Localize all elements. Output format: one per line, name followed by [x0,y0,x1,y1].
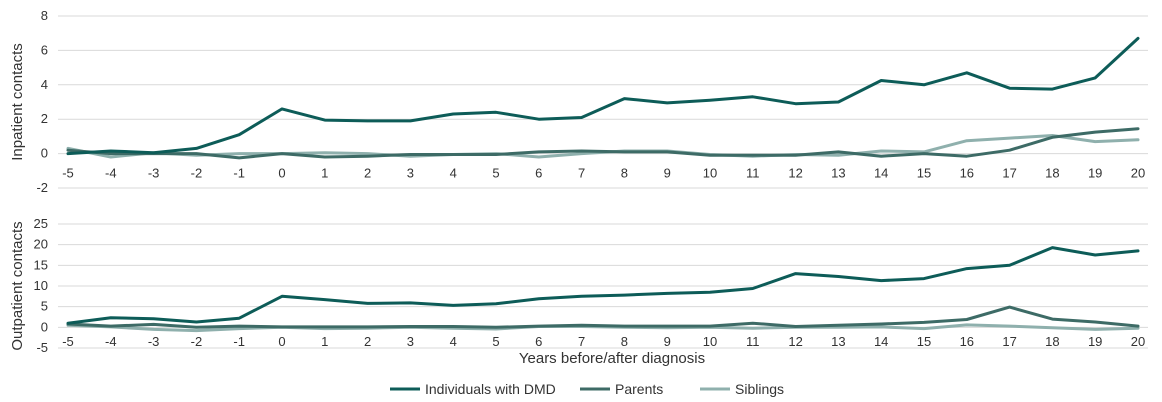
x-tick-label: 1 [321,334,328,349]
x-tick-label: 18 [1045,334,1059,349]
y-tick-label: 15 [34,257,48,272]
x-tick-label: 15 [917,166,931,181]
x-tick-label: 19 [1088,334,1102,349]
x-tick-label: -4 [105,166,117,181]
x-tick-label: -5 [62,334,74,349]
y-axis-title: Outpatient contacts [9,221,26,350]
x-tick-label: 12 [788,166,802,181]
y-tick-label: 8 [41,8,48,23]
series-line-individuals-with-dmd [66,246,1140,325]
x-tick-label: 4 [450,166,457,181]
x-tick-label: 2 [364,334,371,349]
x-tick-label: -2 [191,334,203,349]
y-tick-label: 20 [34,237,48,252]
x-tick-label: 6 [535,334,542,349]
x-axis-title: Years before/after diagnosis [519,350,705,367]
y-tick-label: -5 [36,340,48,355]
y-tick-label: 0 [41,319,48,334]
y-tick-label: 4 [41,77,48,92]
x-tick-label: 12 [788,334,802,349]
x-tick-label: 15 [917,334,931,349]
series-line-individuals-with-dmd [66,36,1140,156]
y-tick-label: 0 [41,146,48,161]
y-tick-label: 10 [34,278,48,293]
y-tick-label: -2 [36,180,48,195]
x-tick-label: 5 [492,166,499,181]
x-tick-label: 13 [831,334,845,349]
x-tick-label: -3 [148,166,160,181]
x-tick-label: 6 [535,166,542,181]
x-tick-label: 19 [1088,166,1102,181]
x-tick-label: 8 [621,166,628,181]
x-tick-label: 7 [578,334,585,349]
y-tick-label: 2 [41,111,48,126]
x-tick-label: 1 [321,166,328,181]
series-line-parents [66,127,1140,160]
y-tick-label: 5 [41,299,48,314]
legend: Individuals with DMD Parents Siblings [390,381,784,397]
x-tick-label: -4 [105,334,117,349]
x-tick-label: 0 [278,166,285,181]
x-tick-label: 10 [703,334,717,349]
x-tick-label: 4 [450,334,457,349]
x-tick-label: 7 [578,166,585,181]
x-tick-label: -5 [62,166,74,181]
x-tick-label: 5 [492,334,499,349]
x-tick-label: 17 [1002,334,1016,349]
y-axis-title: Inpatient contacts [9,43,26,161]
x-tick-label: 3 [407,166,414,181]
x-tick-label: 0 [278,334,285,349]
x-tick-label: 8 [621,334,628,349]
x-tick-label: 11 [746,166,760,181]
x-tick-label: 20 [1131,166,1145,181]
x-tick-label: 14 [874,334,888,349]
y-tick-label: 25 [34,216,48,231]
x-tick-label: 17 [1002,166,1016,181]
x-tick-label: 10 [703,166,717,181]
x-tick-label: 11 [746,334,760,349]
x-tick-label: -1 [233,166,245,181]
x-tick-label: 3 [407,334,414,349]
x-tick-label: -3 [148,334,160,349]
x-tick-label: -1 [233,334,245,349]
legend-label-parents: Parents [615,381,663,397]
legend-label-individuals-with-dmd: Individuals with DMD [425,381,556,397]
x-tick-label: 16 [960,166,974,181]
x-tick-label: -2 [191,166,203,181]
x-tick-label: 9 [664,334,671,349]
series-line-parents [66,305,1140,329]
legend-label-siblings: Siblings [735,381,784,397]
x-tick-label: 18 [1045,166,1059,181]
x-tick-label: 9 [664,166,671,181]
x-tick-label: 16 [960,334,974,349]
x-tick-label: 2 [364,166,371,181]
x-tick-label: 13 [831,166,845,181]
x-tick-label: 20 [1131,334,1145,349]
y-tick-label: 6 [41,42,48,57]
x-tick-label: 14 [874,166,888,181]
